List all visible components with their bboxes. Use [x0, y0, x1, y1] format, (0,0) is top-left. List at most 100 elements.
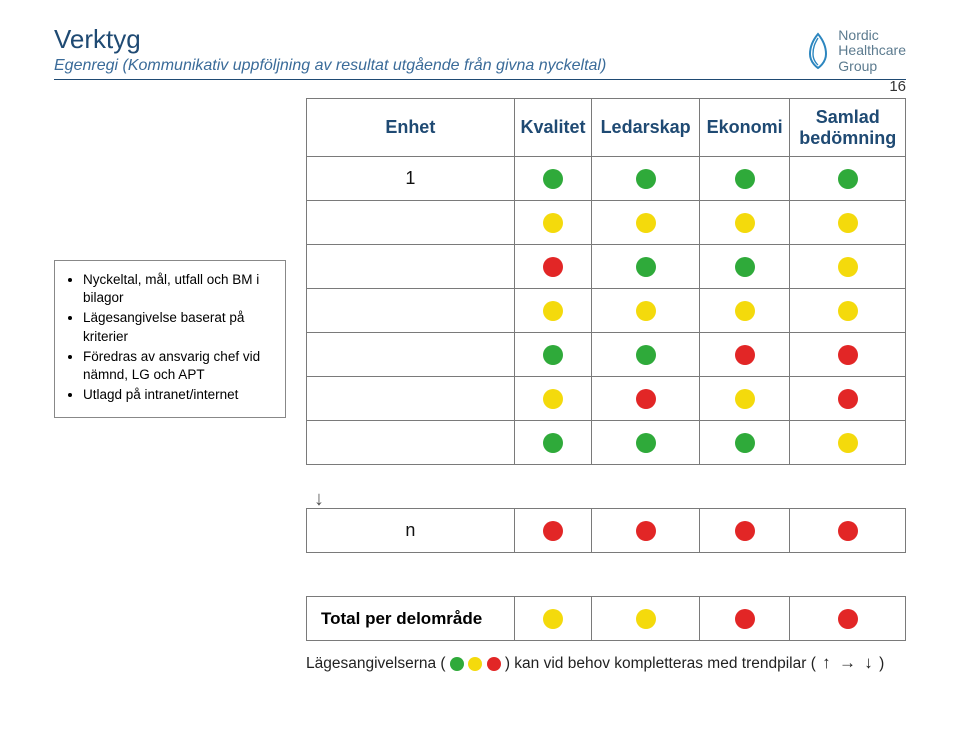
logo-line-2: Healthcare	[838, 43, 906, 58]
status-dot-red	[543, 521, 563, 541]
status-dot-yellow	[468, 657, 482, 671]
column-header: Ekonomi	[699, 99, 790, 157]
status-dot-yellow	[543, 301, 563, 321]
status-dot-red	[735, 345, 755, 365]
status-cell	[592, 377, 699, 421]
status-dot-yellow	[735, 213, 755, 233]
status-dot-yellow	[543, 609, 563, 629]
status-cell	[699, 377, 790, 421]
side-notes-box: Nyckeltal, mål, utfall och BM i bilagorL…	[54, 260, 286, 418]
column-header: Ledarskap	[592, 99, 699, 157]
row-label: n	[307, 509, 515, 553]
status-dot-green	[636, 169, 656, 189]
status-cell	[790, 509, 906, 553]
status-dot-yellow	[735, 389, 755, 409]
status-cell	[592, 289, 699, 333]
status-dot-yellow	[838, 433, 858, 453]
row-label	[307, 377, 515, 421]
table-row	[307, 289, 906, 333]
status-cell	[699, 597, 790, 641]
status-cell	[790, 377, 906, 421]
status-cell	[790, 421, 906, 465]
status-table: EnhetKvalitetLedarskapEkonomiSamladbedöm…	[306, 98, 906, 641]
status-dot-red	[735, 609, 755, 629]
slide-title: Verktyg	[54, 24, 804, 55]
spacer-row	[307, 465, 906, 509]
status-cell	[514, 421, 592, 465]
status-cell	[514, 245, 592, 289]
status-dot-green	[636, 433, 656, 453]
status-cell	[699, 201, 790, 245]
status-cell	[592, 333, 699, 377]
trend-arrow-icon: ↓	[864, 653, 873, 673]
status-cell	[514, 333, 592, 377]
row-label	[307, 421, 515, 465]
status-cell	[790, 597, 906, 641]
slide-subtitle: Egenregi (Kommunikativ uppföljning av re…	[54, 57, 804, 75]
status-cell	[514, 289, 592, 333]
total-label: Total per delområde	[307, 597, 515, 641]
status-dot-yellow	[543, 213, 563, 233]
trend-arrow-icon: ↑	[822, 653, 831, 673]
status-cell	[592, 597, 699, 641]
status-dot-red	[838, 609, 858, 629]
logo-line-1: Nordic	[838, 28, 906, 43]
status-dot-red	[543, 257, 563, 277]
status-cell	[514, 201, 592, 245]
status-cell	[592, 157, 699, 201]
table-row	[307, 377, 906, 421]
status-dot-yellow	[838, 213, 858, 233]
table-header-row: EnhetKvalitetLedarskapEkonomiSamladbedöm…	[307, 99, 906, 157]
table-row	[307, 421, 906, 465]
status-dot-yellow	[636, 213, 656, 233]
status-dot-red	[838, 389, 858, 409]
status-cell	[699, 157, 790, 201]
status-cell	[514, 157, 592, 201]
column-header: Enhet	[307, 99, 515, 157]
footnote: Lägesangivelserna ( ) kan vid behov komp…	[54, 653, 906, 673]
status-dot-green	[735, 169, 755, 189]
status-cell	[514, 509, 592, 553]
row-label	[307, 245, 515, 289]
status-cell	[514, 597, 592, 641]
table-row	[307, 245, 906, 289]
status-cell	[790, 333, 906, 377]
status-dot-green	[543, 433, 563, 453]
status-cell	[790, 157, 906, 201]
status-cell	[699, 333, 790, 377]
page-number: 16	[889, 78, 906, 95]
status-dot-green	[735, 433, 755, 453]
status-dot-red	[636, 521, 656, 541]
slide-header: Verktyg Egenregi (Kommunikativ uppföljni…	[54, 24, 906, 79]
continuation-arrow-icon: ↓	[314, 488, 324, 511]
side-notes-list: Nyckeltal, mål, utfall och BM i bilagorL…	[69, 271, 273, 405]
status-cell	[699, 245, 790, 289]
status-dot-yellow	[735, 301, 755, 321]
logo-line-3: Group	[838, 59, 906, 74]
status-dot-yellow	[636, 301, 656, 321]
column-header: Kvalitet	[514, 99, 592, 157]
header-divider	[54, 79, 906, 80]
side-note-item: Föredras av ansvarig chef vid nämnd, LG …	[83, 348, 273, 384]
status-dot-red	[735, 521, 755, 541]
table-row: 1	[307, 157, 906, 201]
status-cell	[790, 201, 906, 245]
status-dot-green	[636, 345, 656, 365]
row-label: 1	[307, 157, 515, 201]
status-dot-red	[487, 657, 501, 671]
status-dot-yellow	[838, 301, 858, 321]
spacer-row	[307, 553, 906, 597]
status-cell	[592, 201, 699, 245]
status-cell	[790, 289, 906, 333]
row-label	[307, 201, 515, 245]
status-dot-red	[838, 521, 858, 541]
status-cell	[592, 509, 699, 553]
status-cell	[592, 245, 699, 289]
logo-mark-icon	[804, 32, 832, 70]
status-cell	[699, 509, 790, 553]
status-cell	[699, 289, 790, 333]
side-note-item: Utlagd på intranet/internet	[83, 386, 273, 404]
total-row: Total per delområde	[307, 597, 906, 641]
status-dot-green	[735, 257, 755, 277]
logo-text: Nordic Healthcare Group	[838, 28, 906, 74]
